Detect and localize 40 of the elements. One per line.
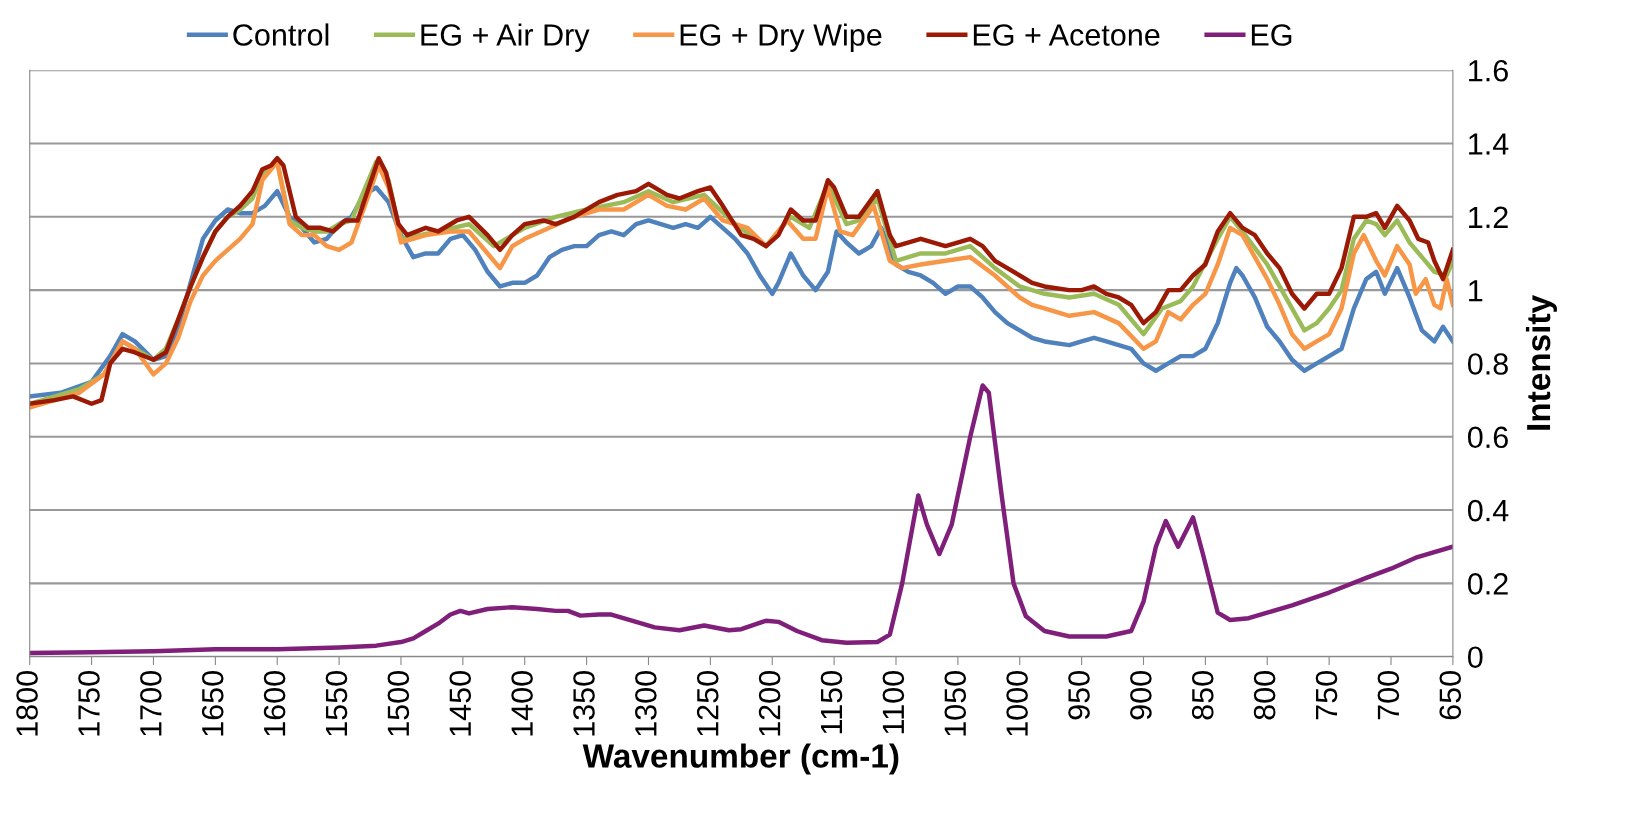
x-tick-label: 1750 [78, 671, 100, 736]
x-tick-label: 1650 [201, 671, 224, 736]
x-tick-label: 900 [1130, 671, 1152, 720]
x-tick-label: 1700 [140, 671, 162, 736]
x-tick-label: 1000 [1006, 671, 1028, 736]
x-tick-label: 1050 [944, 671, 967, 736]
x-tick-label: 1200 [758, 671, 781, 736]
x-tick-label: 750 [1315, 671, 1338, 720]
x-tick-label: 650 [1439, 671, 1462, 720]
x-tick-label: 950 [1068, 671, 1090, 720]
y-tick-label: 1.6 [1469, 59, 1508, 82]
legend-label: EG + Acetone [973, 24, 1160, 46]
y-tick-label: 0.2 [1467, 573, 1508, 595]
x-tick-label: 1550 [325, 671, 348, 736]
x-tick-label: 850 [1191, 671, 1214, 720]
y-tick-label: 1.4 [1469, 133, 1509, 155]
legend-label: EG [1251, 24, 1292, 46]
legend-label: Control [233, 23, 329, 46]
y-axis-title: Intensity [1525, 295, 1557, 430]
y-tick-label: 0 [1467, 646, 1483, 669]
x-tick-label: 1400 [511, 671, 533, 736]
x-tick-label: 700 [1377, 671, 1400, 720]
legend-label: EG + Air Dry [421, 23, 590, 52]
x-tick-label: 1100 [882, 671, 905, 734]
x-tick-label: 1500 [387, 671, 410, 736]
y-tick-label: 1 [1469, 280, 1483, 302]
x-tick-label: 1150 [820, 671, 843, 734]
x-axis-title: Wavenumber (cm-1) [582, 743, 899, 775]
x-tick-label: 1600 [263, 671, 286, 736]
x-tick-label: 1800 [16, 671, 38, 736]
x-tick-label: 1300 [635, 671, 657, 736]
x-tick-label: 1450 [449, 671, 472, 736]
y-tick-label: 0.8 [1467, 353, 1508, 375]
legend-label: EG + Dry Wipe [680, 23, 882, 52]
x-tick-label: 800 [1253, 671, 1276, 720]
y-tick-label: 0.6 [1467, 426, 1508, 449]
x-tick-label: 1250 [696, 671, 719, 736]
y-tick-label: 0.4 [1467, 499, 1509, 522]
y-tick-label: 1.2 [1469, 206, 1508, 228]
x-tick-label: 1350 [573, 671, 595, 736]
